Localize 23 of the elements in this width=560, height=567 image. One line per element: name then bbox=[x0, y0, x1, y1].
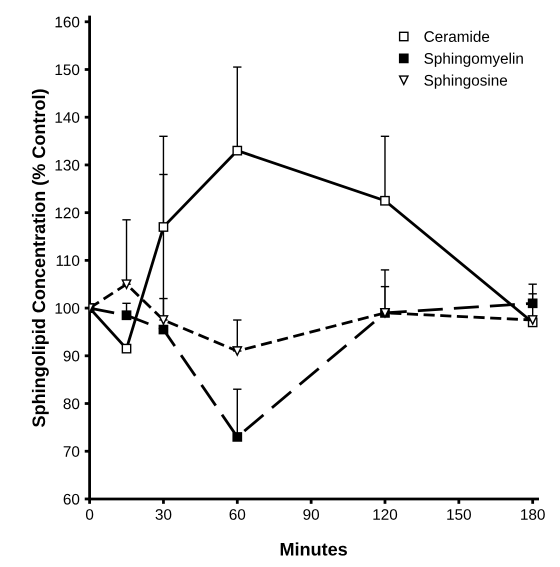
x-axis-title: Minutes bbox=[280, 542, 347, 556]
y-tick-label: 150 bbox=[56, 64, 80, 76]
y-tick-label: 110 bbox=[56, 255, 80, 266]
x-tick-label: 60 bbox=[230, 509, 246, 520]
x-tick-label: 180 bbox=[521, 509, 545, 520]
legend-label: Sphingosine bbox=[424, 74, 508, 89]
y-tick-label: 130 bbox=[56, 160, 80, 171]
y-tick-label: 60 bbox=[64, 494, 80, 505]
y-tick-label: 90 bbox=[64, 350, 80, 362]
y-tick-label: 140 bbox=[56, 112, 80, 123]
x-tick-label: 90 bbox=[303, 509, 320, 520]
x-tick-label: 0 bbox=[86, 509, 94, 520]
legend-label: Sphingomyelin bbox=[424, 52, 523, 67]
legend-label: Ceramide bbox=[424, 30, 490, 42]
x-tick-label: 30 bbox=[156, 509, 172, 520]
y-tick-label: 100 bbox=[56, 302, 80, 314]
y-tick-label: 120 bbox=[56, 208, 80, 218]
y-tick-label: 70 bbox=[64, 446, 80, 457]
x-tick-label: 150 bbox=[447, 509, 471, 520]
y-axis-title: Sphingolipid Concentration (% Control) bbox=[32, 89, 49, 427]
y-tick-label: 160 bbox=[56, 16, 80, 28]
y-tick-label: 80 bbox=[64, 398, 80, 410]
x-tick-label: 120 bbox=[373, 509, 398, 520]
